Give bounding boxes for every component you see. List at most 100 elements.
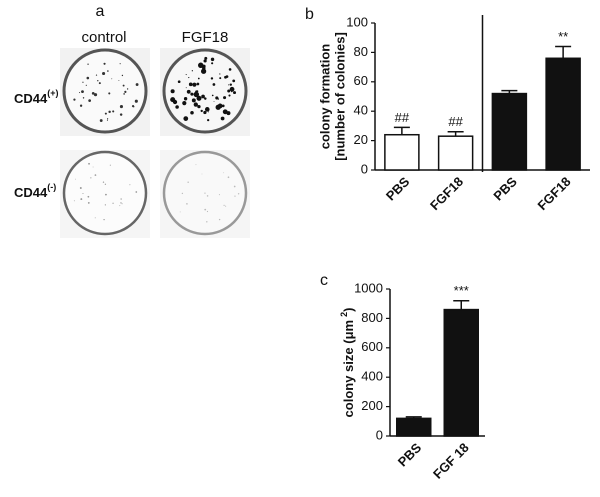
annotation: ## [395, 110, 410, 125]
x-tick-label: FGF18 [534, 174, 573, 213]
row-label-sup: (+) [47, 88, 58, 98]
colony-dot [188, 76, 190, 79]
colony-dot [229, 83, 232, 86]
colony-dot [111, 78, 113, 80]
colony-dot [93, 93, 98, 97]
y-tick-label: 60 [354, 73, 368, 88]
colony-dot [201, 95, 203, 97]
y-tick-label: 200 [361, 398, 383, 413]
colony-dot [73, 98, 76, 101]
y-axis-label-text: colony size (μm [341, 320, 356, 418]
colony-dot [102, 181, 105, 183]
colony-dot [92, 166, 94, 168]
colony-dot [228, 68, 232, 71]
colony-dot [227, 176, 230, 179]
colony-dot [223, 96, 227, 100]
column-label: control [81, 29, 126, 46]
bar [384, 133, 420, 171]
x-tick-label: PBS [490, 174, 520, 204]
colony-dot [233, 91, 237, 95]
colony-dot [75, 178, 77, 180]
bar [491, 92, 528, 171]
colony-dot [186, 203, 188, 205]
colony-dot [170, 89, 175, 94]
row-label: CD44(+) [14, 88, 59, 106]
colony-dot [82, 97, 85, 99]
colony-dot [119, 113, 123, 116]
colony-dot [201, 94, 205, 99]
colony-dot [203, 110, 207, 115]
colony-dot [231, 88, 234, 91]
colony-dot [177, 80, 181, 84]
bar [443, 308, 479, 437]
colony-dot [192, 82, 197, 87]
colony-dot [112, 202, 114, 204]
colony-dot [102, 71, 106, 76]
colony-dot [179, 211, 181, 213]
colony-dot [200, 68, 207, 74]
colony-dot [223, 172, 225, 174]
colony-dot [225, 75, 229, 78]
colony-dot [218, 218, 221, 221]
colony-dot [206, 221, 208, 223]
colony-dot [122, 84, 125, 87]
y-axis-label: colony size (μm 2) [339, 308, 356, 418]
colony-dot [120, 202, 122, 204]
colony-dot [217, 98, 220, 100]
colony-dot [215, 104, 221, 110]
colony-dot [193, 91, 200, 98]
colony-dot [91, 91, 95, 95]
colony-dot [212, 83, 216, 86]
colony-dot [185, 74, 187, 76]
column-label: FGF18 [182, 29, 229, 46]
colony-dot [233, 185, 236, 188]
colony-dot [221, 104, 225, 108]
y-axis-label: [number of colonies] [332, 32, 347, 161]
colony-dot [120, 198, 122, 200]
panel-label: a [96, 3, 105, 20]
colony-dot [210, 77, 214, 80]
colony-dot [190, 111, 194, 115]
x-tick-label: FGF18 [427, 174, 466, 213]
colony-dot [204, 107, 210, 112]
dish-photos [60, 48, 250, 238]
colony-dot [107, 118, 109, 120]
colony-dot [108, 110, 111, 114]
colony-dot [85, 84, 87, 86]
colony-dot [201, 173, 203, 175]
colony-dot [193, 102, 198, 107]
colony-dot [191, 70, 193, 72]
y-tick-label: 80 [354, 44, 368, 59]
colony-dot [90, 177, 92, 179]
colony-dot [126, 88, 129, 90]
colony-dot [124, 90, 127, 94]
colony-dot [186, 89, 191, 94]
y-tick-label: 600 [361, 339, 383, 354]
colony-dot [185, 87, 187, 89]
colony-dot [195, 164, 197, 166]
annotation: *** [454, 283, 469, 298]
colony-dot [104, 183, 107, 185]
colony-dot [219, 77, 222, 80]
colony-dot [222, 109, 228, 115]
colony-dot [135, 83, 139, 86]
bar [545, 57, 581, 171]
colony-dot [172, 99, 178, 105]
colony-dot [211, 62, 214, 65]
y-axis-label-sup: 2 [339, 312, 349, 317]
colony-dot [204, 208, 207, 211]
colony-dot [223, 204, 225, 206]
colony-dot [94, 217, 96, 219]
colony-dot [181, 192, 184, 195]
colony-dot [206, 210, 209, 213]
colony-dot [134, 99, 138, 103]
colony-dot [207, 118, 210, 122]
colony-dot [197, 77, 200, 80]
y-tick-label: 100 [346, 14, 368, 29]
colony-dot [188, 82, 193, 87]
colony-dot [219, 73, 221, 75]
colony-dot [79, 104, 83, 107]
colony-dot [220, 116, 225, 121]
colony-dot [227, 89, 231, 93]
